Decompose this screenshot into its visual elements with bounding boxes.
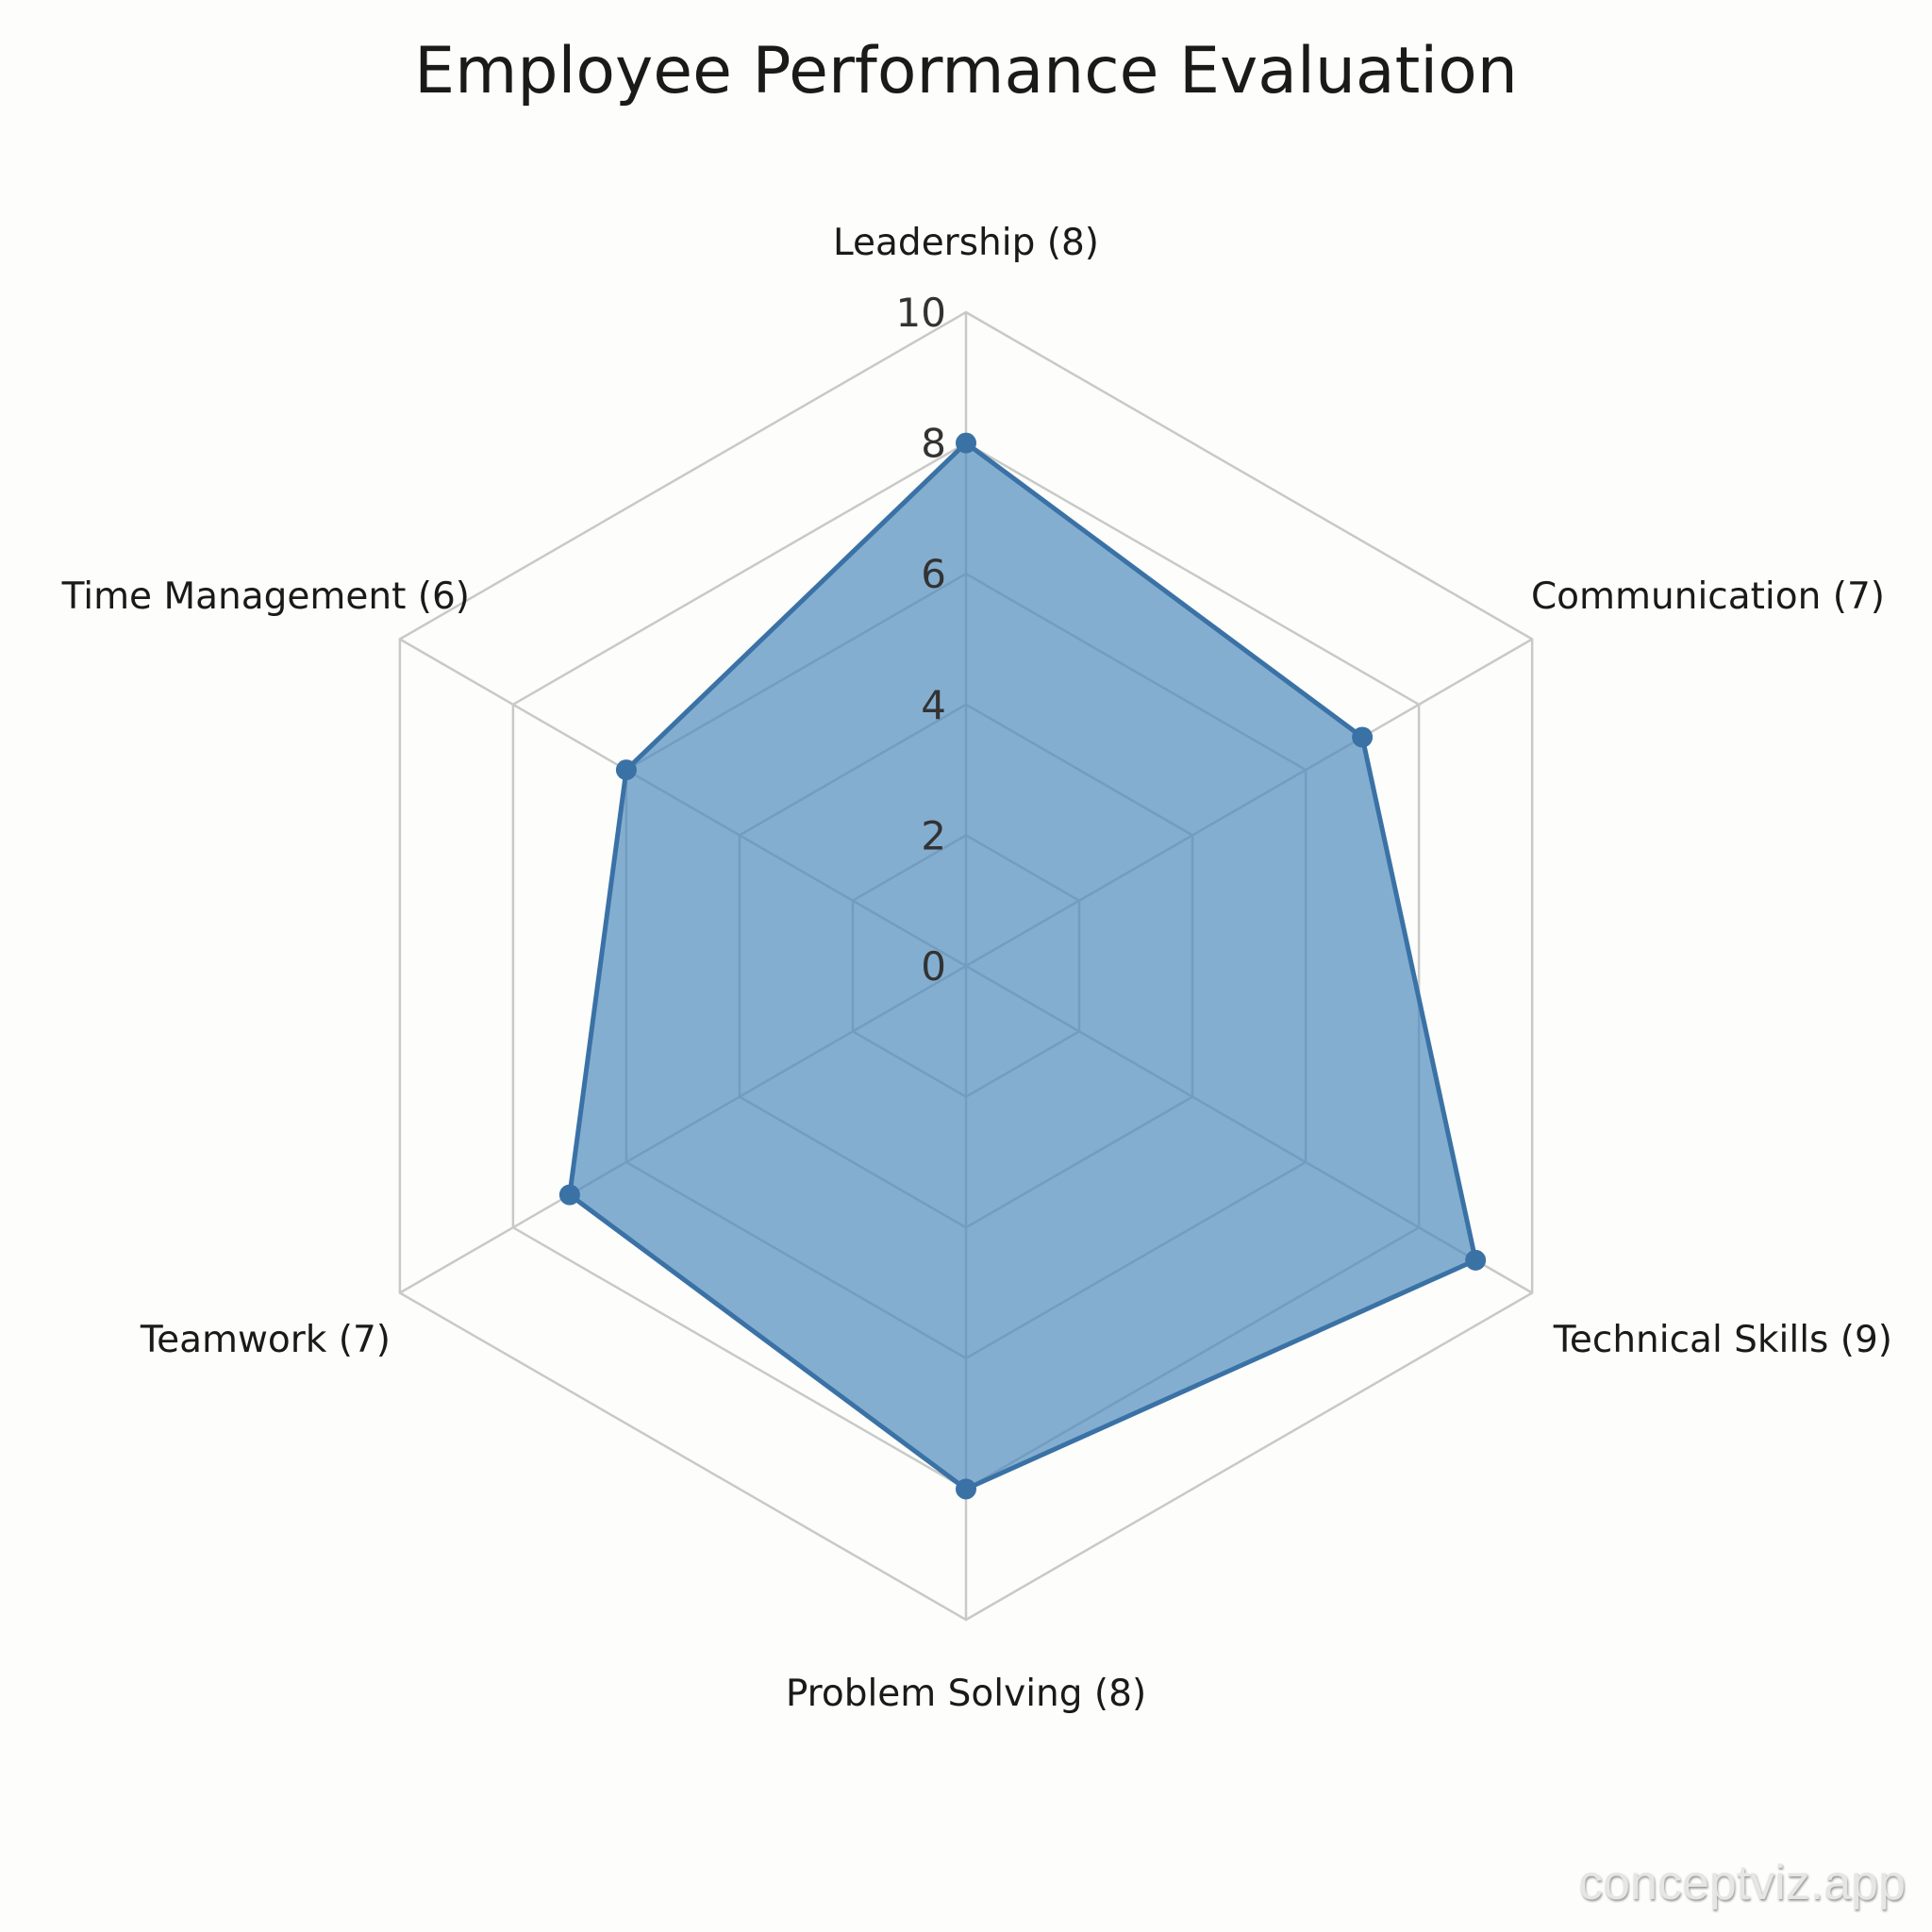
r-tick-label: 6 (921, 551, 946, 597)
series-area (567, 441, 1478, 1491)
category-label: Time Management (6) (61, 575, 470, 618)
watermark: conceptviz.app (1578, 1856, 1906, 1910)
r-tick-label: 0 (921, 943, 946, 990)
r-tick-label: 4 (921, 682, 946, 728)
chart-title: Employee Performance Evaluation (414, 34, 1518, 108)
category-label: Communication (7) (1531, 575, 1885, 618)
category-label: Teamwork (7) (140, 1319, 391, 1361)
r-tick-label: 2 (921, 812, 946, 858)
data-point (956, 432, 976, 454)
data-point (558, 1184, 580, 1206)
r-tick-label: 10 (896, 290, 946, 336)
category-label: Technical Skills (9) (1553, 1319, 1892, 1361)
category-label: Problem Solving (8) (786, 1673, 1146, 1715)
r-tick-labels: 0 2 4 6 8 10 (896, 290, 946, 990)
data-point (956, 1478, 976, 1500)
data-point (615, 759, 637, 781)
data-point (1465, 1249, 1487, 1271)
data-point (1352, 726, 1374, 748)
series (558, 432, 1487, 1500)
category-labels: Leadership (8) Communication (7) Technical… (61, 222, 1892, 1715)
category-label: Leadership (8) (833, 222, 1099, 264)
r-tick-label: 8 (921, 421, 946, 467)
